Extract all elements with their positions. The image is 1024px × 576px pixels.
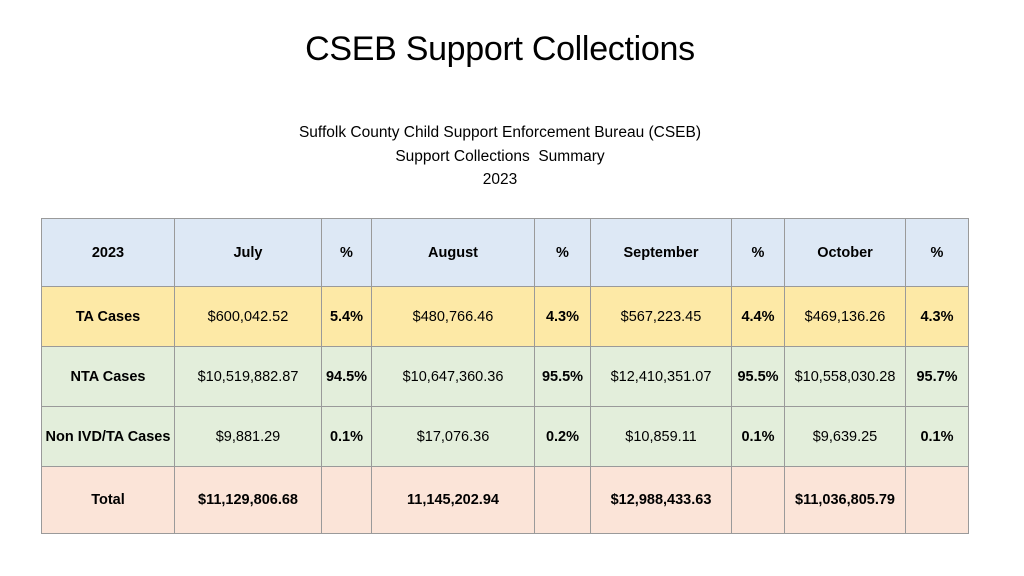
table-row-nta-cases: NTA Cases $10,519,882.87 94.5% $10,647,3… xyxy=(41,346,969,407)
cell-august-amount: $17,076.36 xyxy=(371,406,535,467)
header-cell-september: September xyxy=(590,218,732,287)
row-label: NTA Cases xyxy=(41,346,175,407)
cell-july-pct: 0.1% xyxy=(321,406,372,467)
cell-july-pct xyxy=(321,466,372,534)
row-label: Non IVD/TA Cases xyxy=(41,406,175,467)
cell-august-pct xyxy=(534,466,591,534)
cell-july-amount: $10,519,882.87 xyxy=(174,346,322,407)
cell-october-pct xyxy=(905,466,969,534)
header-cell-october: October xyxy=(784,218,906,287)
cell-october-amount: $11,036,805.79 xyxy=(784,466,906,534)
cell-september-amount: $567,223.45 xyxy=(590,286,732,347)
cell-september-pct: 95.5% xyxy=(731,346,785,407)
cell-july-pct: 5.4% xyxy=(321,286,372,347)
page-title: CSEB Support Collections xyxy=(305,30,695,68)
header-cell-september-pct: % xyxy=(731,218,785,287)
cell-august-amount: 11,145,202.94 xyxy=(371,466,535,534)
cell-october-amount: $9,639.25 xyxy=(784,406,906,467)
subtitle-line-2: Support Collections Summary xyxy=(395,147,605,165)
collections-table: 2023 July % August % September % October… xyxy=(41,218,969,534)
cell-september-amount: $10,859.11 xyxy=(590,406,732,467)
cell-october-amount: $469,136.26 xyxy=(784,286,906,347)
cell-september-pct xyxy=(731,466,785,534)
table-header-row: 2023 July % August % September % October… xyxy=(41,218,969,287)
cell-october-pct: 0.1% xyxy=(905,406,969,467)
header-cell-august-pct: % xyxy=(534,218,591,287)
cell-july-amount: $9,881.29 xyxy=(174,406,322,467)
cell-october-pct: 95.7% xyxy=(905,346,969,407)
cell-october-pct: 4.3% xyxy=(905,286,969,347)
table-row-ta-cases: TA Cases $600,042.52 5.4% $480,766.46 4.… xyxy=(41,286,969,347)
row-label: Total xyxy=(41,466,175,534)
table-row-total: Total $11,129,806.68 11,145,202.94 $12,9… xyxy=(41,466,969,534)
subtitle-line-1: Suffolk County Child Support Enforcement… xyxy=(298,124,702,141)
cell-july-amount: $11,129,806.68 xyxy=(174,466,322,534)
subtitle: Suffolk County Child Support Enforcement… xyxy=(0,121,1000,192)
cell-july-pct: 94.5% xyxy=(321,346,372,407)
cell-august-amount: $10,647,360.36 xyxy=(371,346,535,407)
header-cell-october-pct: % xyxy=(905,218,969,287)
table-row-non-ivd-ta-cases: Non IVD/TA Cases $9,881.29 0.1% $17,076.… xyxy=(41,406,969,467)
row-label: TA Cases xyxy=(41,286,175,347)
cell-july-amount: $600,042.52 xyxy=(174,286,322,347)
cell-september-amount: $12,988,433.63 xyxy=(590,466,732,534)
cell-august-pct: 95.5% xyxy=(534,346,591,407)
cell-august-amount: $480,766.46 xyxy=(371,286,535,347)
header-cell-july-pct: % xyxy=(321,218,372,287)
header-cell-july: July xyxy=(174,218,322,287)
header-cell-year: 2023 xyxy=(41,218,175,287)
cell-september-pct: 0.1% xyxy=(731,406,785,467)
cell-august-pct: 0.2% xyxy=(534,406,591,467)
cell-september-pct: 4.4% xyxy=(731,286,785,347)
cell-august-pct: 4.3% xyxy=(534,286,591,347)
subtitle-line-3: 2023 xyxy=(482,171,518,188)
header-cell-august: August xyxy=(371,218,535,287)
cell-september-amount: $12,410,351.07 xyxy=(590,346,732,407)
cell-october-amount: $10,558,030.28 xyxy=(784,346,906,407)
